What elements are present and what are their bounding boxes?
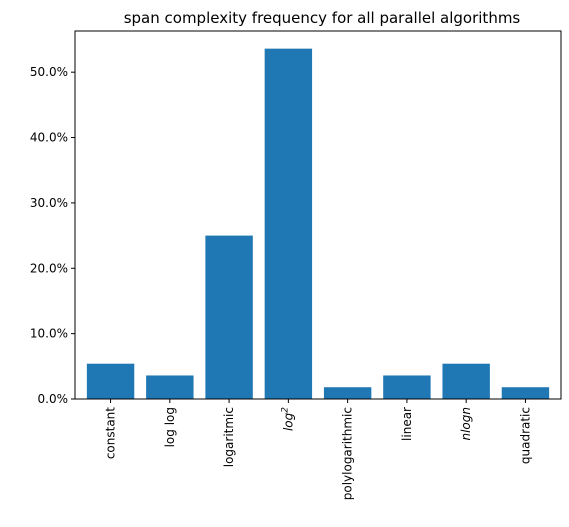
x-tick-label: nlogn (459, 407, 473, 441)
bars-group (86, 48, 550, 399)
x-axis: constant log log logaritmic log2 polylogarit… (104, 399, 532, 500)
x-tick-label: log log (163, 407, 177, 447)
x-tick-label: linear (400, 407, 414, 441)
bar-log-log (146, 375, 194, 399)
bar-quadratic (501, 387, 550, 399)
y-tick-label: 50.0% (30, 65, 68, 79)
x-tick-label: logaritmic (222, 407, 236, 467)
chart-title: span complexity frequency for all parall… (124, 9, 521, 27)
bar-nlogn (442, 363, 490, 399)
x-tick-label: quadratic (518, 407, 532, 464)
y-tick-label: 30.0% (30, 196, 68, 210)
y-tick-label: 40.0% (30, 131, 68, 145)
y-tick-label: 0.0% (38, 392, 69, 406)
bar-polylogarithmic (323, 387, 372, 399)
y-tick-label: 20.0% (30, 261, 68, 275)
bar-log2 (264, 48, 313, 399)
y-tick-label: 10.0% (30, 327, 68, 341)
bar-constant (86, 363, 135, 399)
y-axis: 0.0% 10.0% 20.0% 30.0% 40.0% 50.0% (30, 65, 75, 406)
x-tick-label: polylogarithmic (341, 407, 355, 500)
bar-linear (383, 375, 431, 399)
plot-frame (74, 30, 562, 400)
x-tick-label: log2 (280, 407, 295, 431)
bar-logaritmic (205, 235, 253, 399)
x-tick-label: constant (104, 407, 118, 459)
